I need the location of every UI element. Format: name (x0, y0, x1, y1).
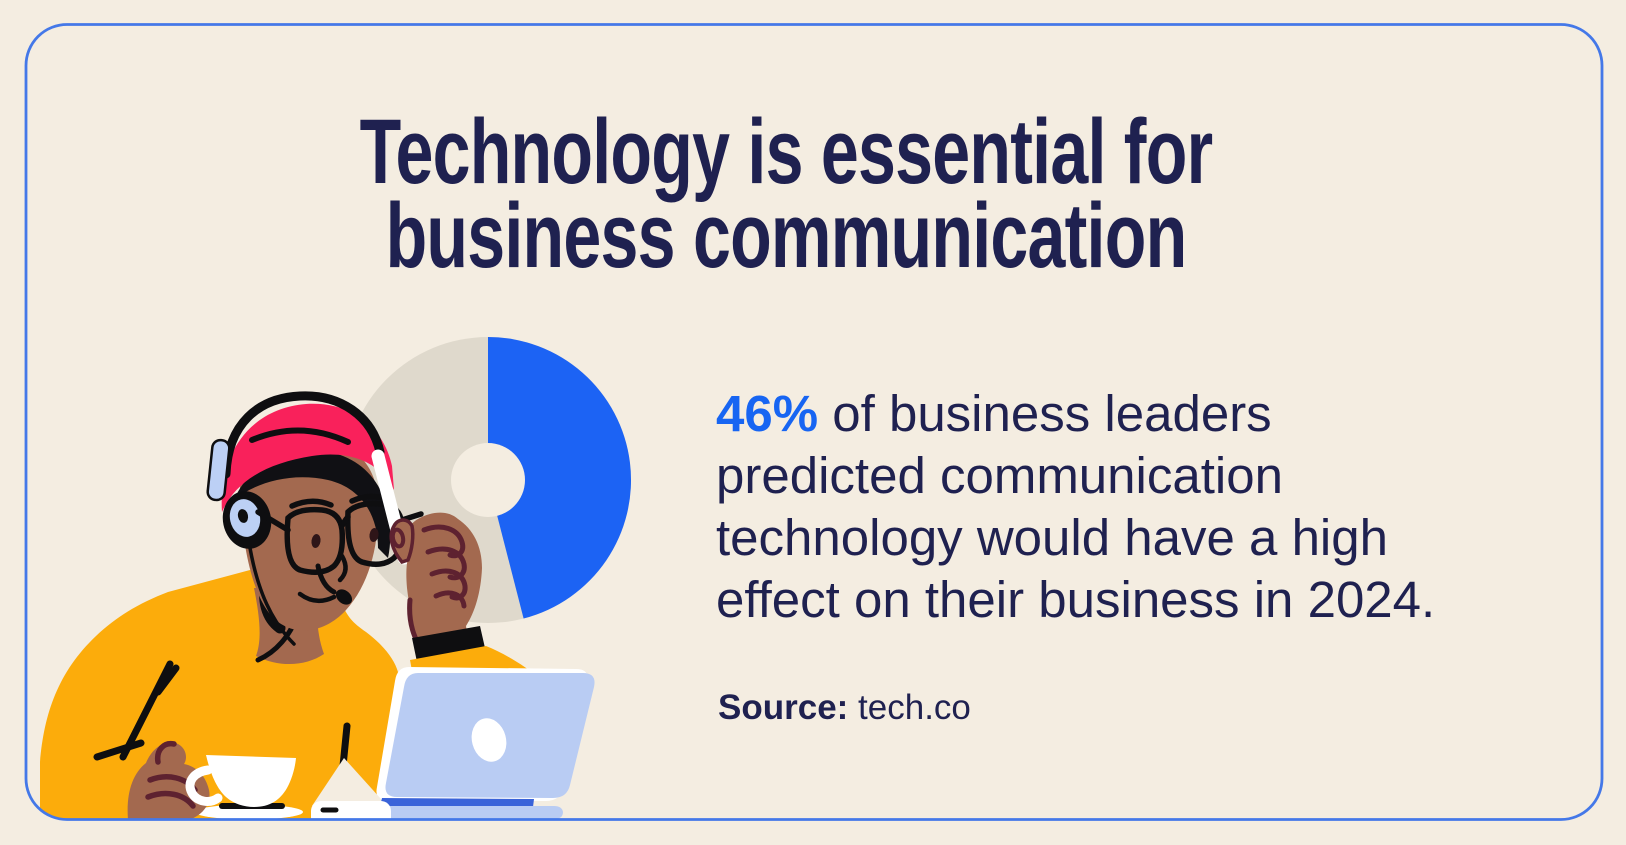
source-label: Source: (718, 688, 849, 727)
nose (337, 553, 348, 583)
microphone-icon (315, 563, 353, 605)
beanie (221, 403, 394, 512)
cup-handle (185, 765, 223, 806)
headphone-earcup (222, 491, 272, 549)
headphone-strap (206, 438, 231, 502)
sleeve-cuff (412, 626, 485, 662)
page-title-line2: business communication (385, 185, 1188, 287)
background-gap (312, 758, 381, 806)
page-title: Technology is essential for business com… (184, 101, 1387, 287)
laptop-base (369, 806, 563, 819)
coffee-cup (127, 740, 303, 820)
person-illustration (40, 391, 595, 820)
smile (297, 591, 337, 604)
face (239, 437, 379, 631)
card-border (24, 23, 1604, 821)
phone (311, 801, 391, 820)
laptop (369, 667, 595, 819)
cup-body (206, 755, 296, 807)
source-value: tech.co (848, 688, 971, 727)
stat-text: of business leaders predicted communicat… (716, 385, 1436, 628)
laptop-hinge (380, 798, 534, 807)
page-title-line1: Technology is essential for (359, 101, 1213, 203)
laptop-logo (471, 718, 507, 762)
raised-hand (389, 512, 482, 655)
beanie-seam (249, 427, 351, 445)
stat-paragraph: 46% of business leaders predicted commun… (716, 383, 1466, 631)
hair (234, 450, 391, 558)
headset-cable (248, 546, 296, 646)
sweater-wrinkles (93, 660, 351, 770)
stat-value: 46% (716, 385, 819, 442)
headphone-band (221, 391, 385, 479)
source-line: Source: tech.co (718, 688, 1318, 728)
donut-hole (451, 443, 525, 517)
glasses (255, 500, 424, 575)
donut-wedge (488, 337, 632, 619)
eyes (311, 528, 379, 548)
